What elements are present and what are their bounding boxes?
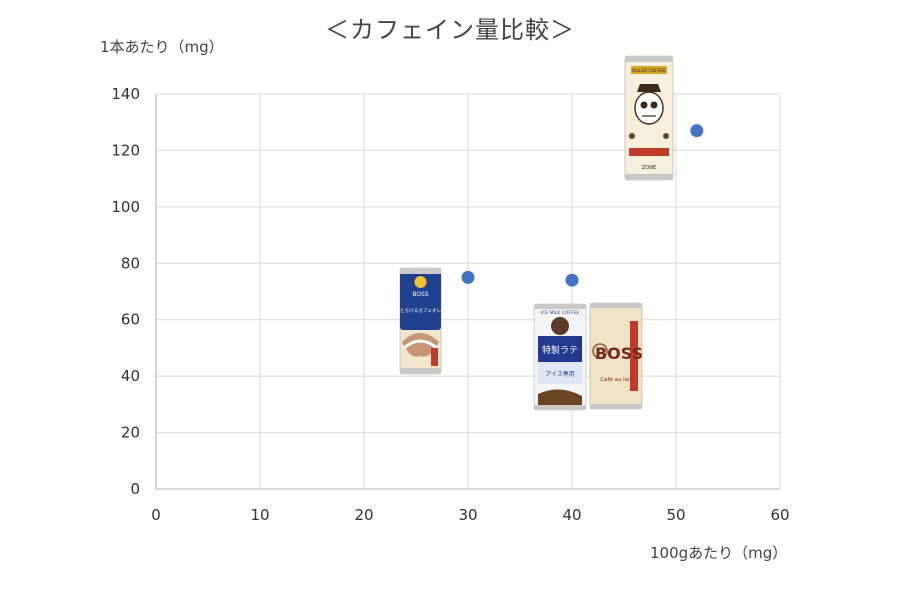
axes xyxy=(155,94,780,490)
x-axis-title: 100gあたり（mg） xyxy=(650,544,788,562)
y-tick-label: 20 xyxy=(121,424,140,442)
y-tick-label: 100 xyxy=(111,198,140,216)
x-tick-label: 0 xyxy=(151,506,161,524)
x-tick-label: 20 xyxy=(354,506,373,524)
can-boss-cafe-au-lait-text-brand: BOSS xyxy=(595,344,643,363)
can-boss-cafe-au-lait-text-sub: Café au lait xyxy=(600,376,632,383)
can-tokusei-latte-text-sub: アイス専用 xyxy=(545,370,575,378)
can-killer-coffee-text-maker: ZONE xyxy=(642,165,656,171)
can-boss-torokeru-text-name: とろけるカフェオレ xyxy=(400,308,442,314)
y-tick-label: 80 xyxy=(121,254,140,272)
can-tokusei-latte-text-top: ICE MILK COFFEE xyxy=(541,310,580,316)
can-killer-coffee-text-brand: KILLER COFFEE xyxy=(632,68,666,74)
y-tick-label: 140 xyxy=(111,85,140,103)
y-axis-title: 1本あたり（mg） xyxy=(100,38,224,56)
tick-labels: 0 20 40 60 80 100 120 140 0 10 20 30 40 50 60 xyxy=(111,85,789,524)
x-tick-label: 40 xyxy=(562,506,581,524)
can-tokusei-latte-text-name: 特製ラテ xyxy=(542,344,578,356)
product-images: BOSS とろけるカフェオレ ICE MILK COFFEE 特製ラテ アイス専… xyxy=(399,55,674,411)
data-points xyxy=(461,124,704,287)
can-killer-coffee-image: KILLER COFFEE ZONE xyxy=(624,55,674,181)
x-tick-label: 60 xyxy=(770,506,789,524)
scatter-point xyxy=(690,124,704,138)
scatter-point xyxy=(461,270,475,284)
chart-title: ＜カフェイン量比較＞ xyxy=(325,16,575,44)
gridlines xyxy=(156,93,781,489)
y-tick-label: 40 xyxy=(121,367,140,385)
scatter-point xyxy=(565,273,579,287)
y-tick-label: 60 xyxy=(121,311,140,329)
can-tokusei-latte-image: ICE MILK COFFEE 特製ラテ アイス専用 xyxy=(533,303,587,411)
x-tick-label: 30 xyxy=(458,506,477,524)
can-boss-cafe-au-lait-image: BOSS Café au lait xyxy=(589,302,643,410)
can-boss-torokeru-text-brand: BOSS xyxy=(412,291,429,298)
x-tick-label: 10 xyxy=(250,506,269,524)
can-boss-torokeru-image: BOSS とろけるカフェオレ xyxy=(399,267,442,375)
y-tick-label: 0 xyxy=(130,480,140,498)
x-tick-label: 50 xyxy=(666,506,685,524)
y-tick-label: 120 xyxy=(111,141,140,159)
